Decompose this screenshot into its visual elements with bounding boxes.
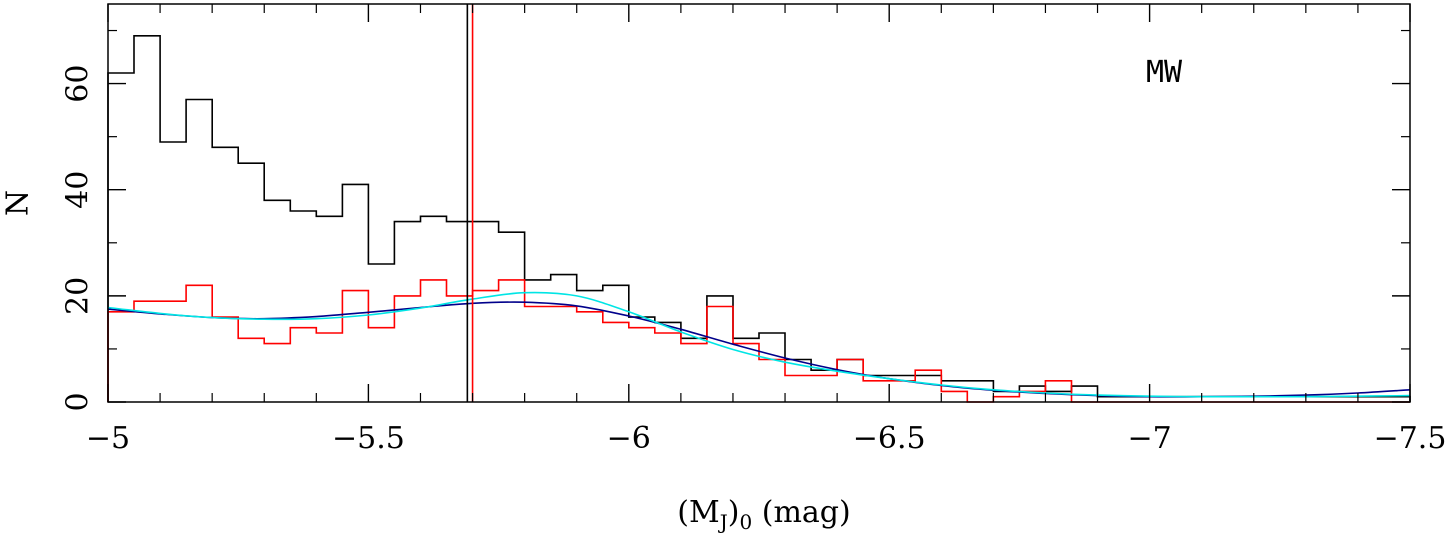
y-axis-label: N [1, 190, 36, 216]
axis-ticks [107, 4, 1411, 403]
x-axis-label-subscript-j: J [718, 510, 728, 534]
x-tick-label-5: −7.5 [1374, 421, 1447, 456]
fit-curve-2 [107, 291, 1411, 398]
x-tick-label-1: −5.5 [332, 421, 405, 456]
x-tick-label-0: −5 [86, 421, 130, 456]
histogram-series-2 [107, 279, 1410, 403]
y-tick-label-2: 40 [61, 171, 96, 209]
plot-data-layer [107, 4, 1411, 403]
plot-frame [107, 3, 1411, 403]
x-axis-label-subscript-0: 0 [739, 510, 752, 534]
y-tick-label-0: 0 [61, 392, 96, 411]
histogram-series-1 [107, 35, 1411, 402]
x-tick-label-3: −6.5 [853, 421, 926, 456]
x-tick-label-2: −6 [607, 421, 651, 456]
annotation-label: MW [1146, 55, 1183, 90]
y-tick-label-1: 20 [61, 277, 96, 315]
y-tick-label-3: 60 [61, 65, 96, 103]
tick-labels: −5 −5.5 −6 −6.5 −7 −7.5 0 20 40 60 [61, 65, 1447, 456]
x-axis-label-part-3: ) [728, 495, 740, 530]
x-tick-label-4: −7 [1127, 421, 1171, 456]
x-axis-label: (MJ)0 (mag) [677, 495, 850, 534]
x-axis-label-part-1: (M [677, 495, 719, 530]
x-axis-label-part-5: (mag) [752, 495, 850, 530]
